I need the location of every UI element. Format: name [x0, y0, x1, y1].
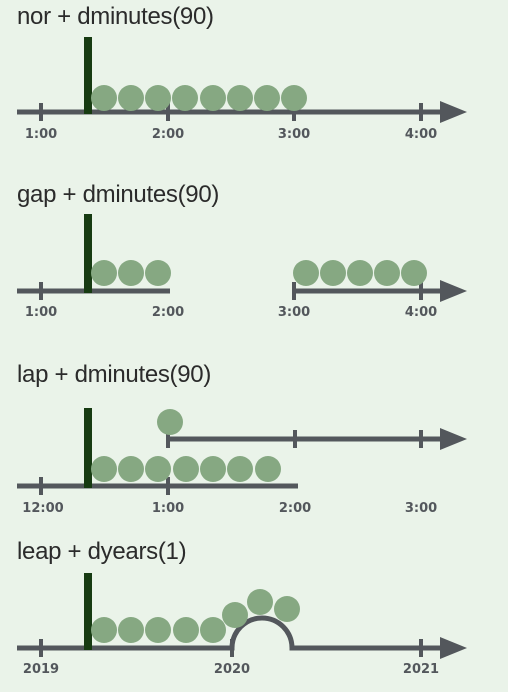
panel-gap-title: gap + dminutes(90) [17, 181, 220, 208]
panel-lap-dot [118, 456, 144, 482]
panel-lap-tick-label: 2:00 [278, 501, 312, 516]
panel-gap-dot [293, 260, 319, 286]
panel-lap-dot [145, 456, 171, 482]
panel-leap-dot [118, 617, 144, 643]
panel-lap-start-marker [84, 408, 92, 488]
panel-leap-title: leap + dyears(1) [17, 538, 187, 565]
panel-gap-dot [347, 260, 373, 286]
panel-gap-start-marker [84, 214, 92, 293]
panel-gap-dot [320, 260, 346, 286]
panel-nor-dot [227, 85, 253, 111]
panel-leap-start-marker [84, 573, 92, 650]
panel-nor-dot [172, 85, 198, 111]
panel-gap-dot [118, 260, 144, 286]
panel-gap-dot [401, 260, 427, 286]
panel-leap-dot [247, 589, 273, 615]
panel-nor-dot [254, 85, 280, 111]
panel-lap-tick-label: 1:00 [151, 501, 185, 516]
panel-lap-graphics [17, 408, 467, 495]
panel-nor-dot [145, 85, 171, 111]
panel-gap-dot [374, 260, 400, 286]
panel-leap-arrowhead [440, 637, 467, 659]
panel-lap-dot [157, 409, 183, 435]
panel-gap-graphics [17, 214, 467, 302]
panel-leap-tick-label: 2021 [402, 662, 440, 677]
panel-nor-start-marker [84, 37, 92, 114]
panel-leap-dot [91, 617, 117, 643]
panel-nor-dot [281, 85, 307, 111]
panel-leap-graphics [17, 573, 467, 659]
panel-lap-dot [255, 456, 281, 482]
panel-gap-tick-label: 3:00 [277, 305, 311, 320]
panel-nor-tick-label: 1:00 [24, 127, 58, 142]
panel-leap-dot [274, 596, 300, 622]
panel-leap-dot [173, 617, 199, 643]
panel-leap-dot [222, 602, 248, 628]
panel-lap-dot [227, 456, 253, 482]
panel-leap-tick-label: 2019 [22, 662, 60, 677]
panel-lap-dot [173, 456, 199, 482]
panel-nor-arrowhead [440, 101, 467, 123]
panel-gap-tick-label: 2:00 [151, 305, 185, 320]
panel-leap-dot [200, 617, 226, 643]
panel-lap-tick-label: 3:00 [404, 501, 438, 516]
panel-nor-dot [118, 85, 144, 111]
panel-gap-dot [91, 260, 117, 286]
panel-nor-tick-label: 3:00 [277, 127, 311, 142]
panel-nor-dot [200, 85, 226, 111]
panel-nor-tick-label: 4:00 [404, 127, 438, 142]
panel-lap-dot [91, 456, 117, 482]
panel-nor-tick-label: 2:00 [151, 127, 185, 142]
panel-nor-title: nor + dminutes(90) [17, 3, 214, 30]
panel-gap-tick-label: 4:00 [404, 305, 438, 320]
panel-gap-arrowhead [440, 280, 467, 302]
panel-leap-dot [145, 617, 171, 643]
panel-gap-dot [145, 260, 171, 286]
panel-lap-dot [200, 456, 226, 482]
panel-nor-dot [91, 85, 117, 111]
panel-lap-title: lap + dminutes(90) [17, 361, 212, 388]
panel-lap-arrowhead [440, 428, 467, 450]
panel-leap-axis [17, 615, 448, 651]
panel-nor-graphics [17, 37, 467, 123]
panel-leap-tick-label: 2020 [213, 662, 251, 677]
panel-lap-tick-label: 12:00 [22, 501, 64, 516]
panel-gap-tick-label: 1:00 [24, 305, 58, 320]
